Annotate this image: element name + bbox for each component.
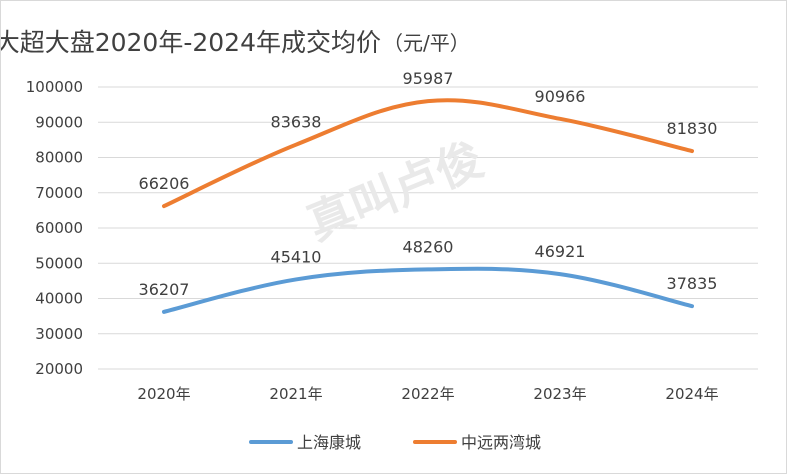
x-tick-label: 2020年 xyxy=(137,385,190,403)
y-axis: 20000 30000 40000 50000 60000 70000 80000 90000… xyxy=(26,78,83,378)
data-labels: 36207 45410 48260 46921 37835 66206 83638 95987… xyxy=(139,69,718,299)
data-label: 36207 xyxy=(139,280,190,299)
y-tick-label: 50000 xyxy=(35,254,83,272)
legend-label: 上海康城 xyxy=(297,433,361,452)
legend: 上海康城 中远两湾城 xyxy=(249,433,541,452)
watermark-text: 真叫卢俊 xyxy=(300,132,491,251)
x-axis: 2020年 2021年 2022年 2023年 2024年 xyxy=(137,385,718,403)
data-label: 45410 xyxy=(271,247,322,266)
y-tick-label: 60000 xyxy=(35,219,83,237)
y-tick-label: 30000 xyxy=(35,325,83,343)
y-tick-label: 80000 xyxy=(35,149,83,167)
x-tick-label: 2023年 xyxy=(533,385,586,403)
y-tick-label: 90000 xyxy=(35,113,83,131)
data-label: 95987 xyxy=(403,69,454,88)
data-label: 37835 xyxy=(667,274,718,293)
series-line-2 xyxy=(162,98,694,209)
y-tick-label: 20000 xyxy=(35,360,83,378)
data-label: 48260 xyxy=(403,237,454,256)
y-tick-label: 40000 xyxy=(35,290,83,308)
watermark: 真叫卢俊 xyxy=(300,132,491,251)
x-tick-label: 2024年 xyxy=(665,385,718,403)
data-label: 66206 xyxy=(139,174,190,193)
data-label: 46921 xyxy=(535,242,586,261)
x-tick-label: 2021年 xyxy=(269,385,322,403)
data-label: 81830 xyxy=(667,119,718,138)
y-tick-label: 100000 xyxy=(26,78,83,96)
legend-label: 中远两湾城 xyxy=(461,433,541,452)
data-label: 90966 xyxy=(535,87,586,106)
series-line-1 xyxy=(162,266,694,314)
series-group xyxy=(162,98,694,314)
gridlines xyxy=(98,86,758,370)
chart-title-unit: （元/平） xyxy=(383,31,470,55)
x-tick-label: 2022年 xyxy=(401,385,454,403)
y-tick-label: 70000 xyxy=(35,184,83,202)
chart-title: 两大超大盘2020年-2024年成交均价 xyxy=(1,28,381,57)
data-label: 83638 xyxy=(271,113,322,132)
